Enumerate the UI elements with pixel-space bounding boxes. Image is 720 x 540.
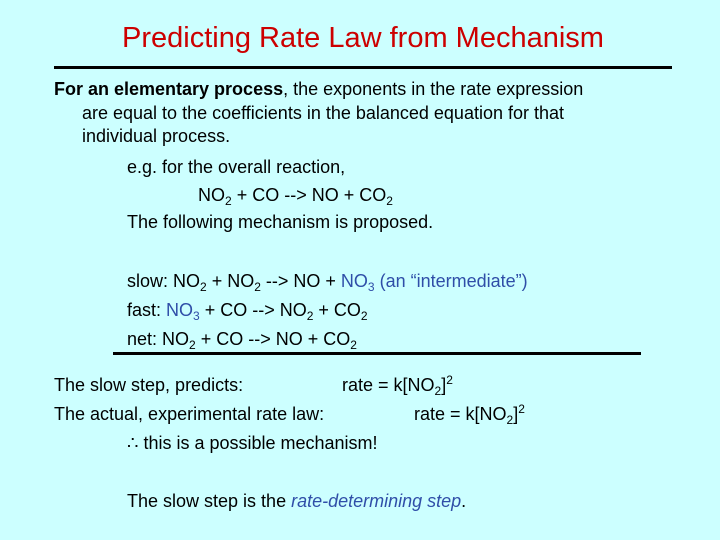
intro-rest-text: , the exponents in the rate expression — [283, 79, 584, 99]
overall-sub-1: 2 — [225, 194, 232, 208]
actual-rate-label: The actual, experimental rate law: — [54, 404, 325, 424]
actual-rate-sup: 2 — [518, 402, 525, 416]
mechanism-fast-step: fast: NO3 + CO --> NO2 + CO2 — [127, 299, 368, 323]
slow-rate-text: rate = k[NO — [342, 375, 435, 395]
mechanism-divider — [113, 352, 641, 355]
slow-arrow: --> NO + — [260, 271, 341, 291]
actual-rate-law: rate = k[NO2]2 — [414, 402, 525, 427]
slide-title: Predicting Rate Law from Mechanism — [122, 22, 604, 54]
mechanism-slow-step: slow: NO2 + NO2 --> NO + NO3 (an “interm… — [127, 270, 528, 294]
net-sub-1: 2 — [189, 338, 196, 352]
overall-sub-2: 2 — [386, 194, 393, 208]
slow-no3: NO — [340, 271, 368, 291]
slow-plus: + NO — [206, 271, 255, 291]
slow-step-prediction-label: The slow step, predicts: — [54, 375, 244, 395]
net-sub-2: 2 — [350, 338, 357, 352]
mechanism-net: net: NO2 + CO --> NO + CO2 — [127, 328, 357, 352]
fast-sub-1: 3 — [193, 309, 200, 323]
final-post: . — [461, 491, 467, 511]
fast-rest: + CO --> NO — [199, 300, 307, 320]
slow-label: slow: NO — [127, 271, 201, 291]
actual-rate-close: ] — [513, 404, 519, 424]
fast-sub-3: 2 — [360, 309, 368, 323]
intro-line-2: are equal to the coefficients in the bal… — [82, 103, 565, 123]
slow-intermediate: NO3 (an “intermediate”) — [340, 271, 528, 294]
slow-rate-sub: 2 — [434, 384, 442, 398]
rate-determining-step-term: rate-determining step — [291, 491, 462, 511]
overall-no2: NO — [198, 185, 225, 205]
final-pre: The slow step is the — [127, 491, 292, 511]
actual-rate-sub: 2 — [506, 413, 514, 427]
overall-reaction: NO2 + CO --> NO + CO2 — [198, 184, 393, 208]
net-rest: + CO --> NO + CO — [195, 329, 351, 349]
intro-bold-text: For an elementary process — [54, 79, 284, 99]
slow-note: (an “intermediate”) — [374, 271, 528, 291]
intro-line-1: For an elementary process, the exponents… — [54, 78, 583, 100]
title-divider — [54, 66, 672, 69]
slow-sub-2: 2 — [254, 280, 261, 294]
fast-intermediate: NO3 — [166, 300, 200, 323]
fast-label: fast: — [127, 300, 167, 320]
intro-line-3: individual process. — [82, 126, 231, 146]
therefore-text: ∴ this is a possible mechanism! — [127, 433, 378, 453]
overall-rest: + CO --> NO + CO — [231, 185, 387, 205]
fast-no3: NO — [166, 300, 194, 320]
fast-sub-2: 2 — [306, 309, 314, 323]
example-text: e.g. for the overall reaction, — [127, 157, 346, 177]
actual-rate-text: rate = k[NO — [414, 404, 507, 424]
slow-sub-1: 2 — [200, 280, 207, 294]
final-statement: The slow step is the rate-determining st… — [127, 490, 466, 512]
net-label: net: NO — [127, 329, 190, 349]
slow-sub-3: 3 — [367, 280, 375, 294]
proposed-text: The following mechanism is proposed. — [127, 212, 434, 232]
slow-rate-close: ] — [441, 375, 447, 395]
slow-step-rate-law: rate = k[NO2]2 — [342, 373, 453, 398]
slow-rate-sup: 2 — [446, 373, 453, 387]
fast-plus: + CO — [313, 300, 361, 320]
